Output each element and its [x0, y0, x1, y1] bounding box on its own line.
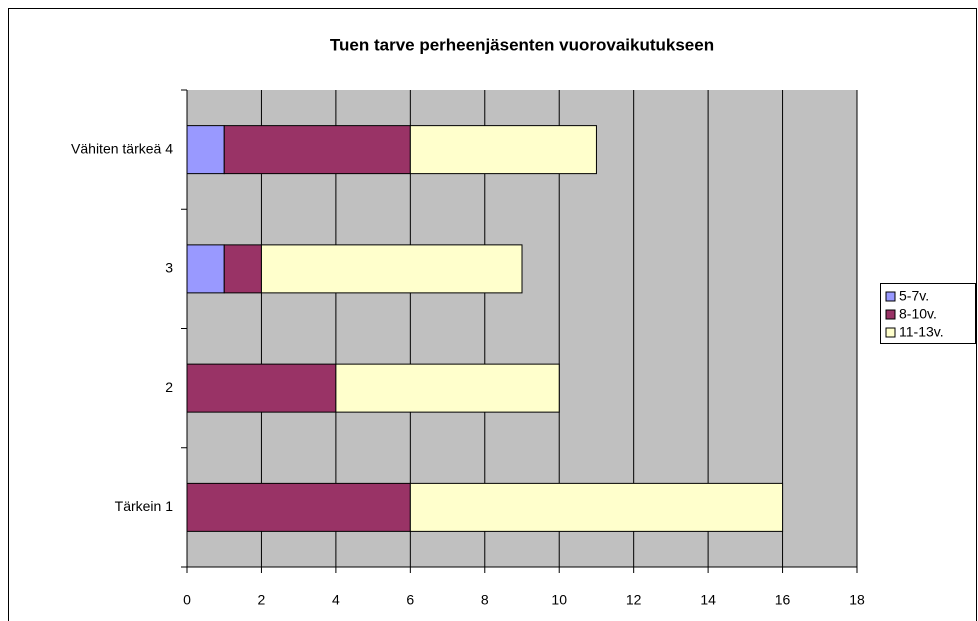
- x-tick-label: 12: [626, 592, 642, 608]
- y-tick-label: 3: [165, 260, 173, 276]
- bar-segment: [409, 125, 597, 175]
- y-tick-label: Tärkein 1: [115, 498, 174, 514]
- legend-label: 5-7v.: [899, 288, 929, 304]
- x-tick-label: 6: [406, 592, 414, 608]
- bar-segment: [409, 482, 784, 532]
- legend-swatch: [885, 309, 896, 320]
- bar-segment: [186, 125, 225, 175]
- legend-label: 11-13v.: [899, 324, 944, 340]
- x-tick-label: 10: [551, 592, 567, 608]
- bar-segment: [223, 125, 411, 175]
- bar-segment: [223, 244, 262, 294]
- bar-segment: [335, 363, 560, 413]
- y-tick-label: Vähiten tärkeä 4: [71, 140, 173, 156]
- legend-label: 8-10v.: [899, 306, 937, 322]
- bar-segment: [186, 363, 337, 413]
- legend-swatch: [885, 327, 896, 338]
- bar-segment: [260, 244, 523, 294]
- x-tick-label: 16: [775, 592, 791, 608]
- y-tick-label: 2: [165, 379, 173, 395]
- x-tick-label: 2: [258, 592, 266, 608]
- x-tick-label: 0: [183, 592, 191, 608]
- bar-segment: [186, 482, 411, 532]
- x-tick-label: 4: [332, 592, 340, 608]
- x-tick-label: 14: [700, 592, 716, 608]
- legend: [880, 283, 976, 344]
- x-tick-label: 8: [481, 592, 489, 608]
- bar-segment: [186, 244, 225, 294]
- chart-title: Tuen tarve perheenjäsenten vuorovaikutuk…: [330, 35, 714, 54]
- x-tick-label: 18: [849, 592, 865, 608]
- legend-swatch: [885, 291, 896, 302]
